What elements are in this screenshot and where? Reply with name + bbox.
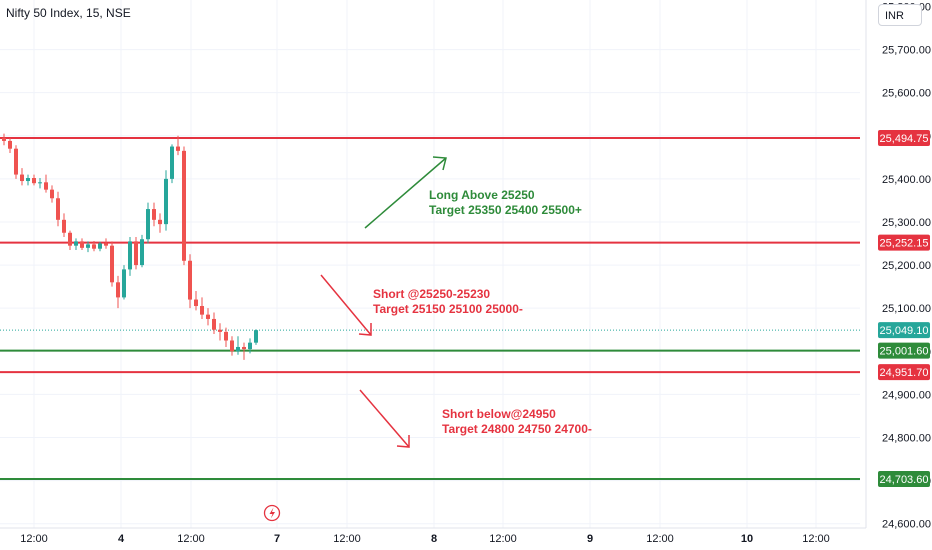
candle-body xyxy=(50,189,54,199)
candle-body xyxy=(194,299,198,307)
y-tick-label: 25,600.00 xyxy=(882,88,931,100)
level-price-badge xyxy=(878,234,930,251)
candle-body xyxy=(62,219,66,233)
candle-body xyxy=(14,148,18,175)
y-tick-label: 25,700.00 xyxy=(882,45,931,57)
candle-body xyxy=(164,178,168,225)
candle-body xyxy=(212,318,216,330)
last-price-badge xyxy=(878,322,930,339)
candle-body xyxy=(20,174,24,182)
x-tick-label: 12:00 xyxy=(646,533,674,545)
candle-body xyxy=(146,209,150,240)
candle-body xyxy=(158,219,162,225)
short-arrow-2-head xyxy=(396,435,410,448)
long-arrow-head xyxy=(432,156,447,171)
long-annotation-line1: Long Above 25250 xyxy=(429,188,535,202)
x-tick-label: 12:00 xyxy=(20,533,48,545)
symbol-title: Nifty 50 Index, 15, NSE xyxy=(6,6,131,20)
candle-body xyxy=(68,232,72,246)
x-tick-label: 10 xyxy=(741,533,753,545)
candle-body xyxy=(86,244,90,248)
price-labels: 25,494.75 25,252.15 25,001.60 24,951.70 24,7… xyxy=(878,130,930,488)
currency-selector[interactable]: INR xyxy=(878,4,922,26)
candlestick-series xyxy=(2,133,258,360)
candle-body xyxy=(188,260,192,300)
short-annotation-1-line2: Target 25150 25100 25000- xyxy=(373,302,523,316)
candle-body xyxy=(104,243,108,246)
short-arrow-1 xyxy=(320,274,372,336)
x-tick-label: 12:00 xyxy=(802,533,830,545)
x-tick-label: 4 xyxy=(118,533,125,545)
candle-body xyxy=(74,241,78,246)
y-tick-label: 24,600.00 xyxy=(882,519,931,531)
last-price-label: 25,049.10 xyxy=(880,325,929,337)
y-tick-label: 25,200.00 xyxy=(882,260,931,272)
candle-body xyxy=(26,178,30,182)
time-axis[interactable]: 12:00 4 12:00 7 12:00 8 12:00 9 12:00 10 12:00 xyxy=(20,533,830,545)
short-arrow-1-head xyxy=(358,323,372,336)
level-price-badge xyxy=(878,471,930,488)
short-annotation-2-line2: Target 24800 24750 24700- xyxy=(442,422,592,436)
candle-body xyxy=(230,340,234,352)
x-tick-label: 12:00 xyxy=(489,533,517,545)
dividends-icon[interactable] xyxy=(263,504,281,522)
candle-body xyxy=(56,198,60,220)
candle-body xyxy=(122,269,126,298)
level-price-label: 24,951.70 xyxy=(880,367,929,379)
y-tick-label: 24,900.00 xyxy=(882,389,931,401)
level-price-label: 25,252.15 xyxy=(880,238,929,250)
candle-body xyxy=(80,241,84,248)
candle-body xyxy=(128,241,132,270)
short-arrow-2 xyxy=(359,389,410,448)
level-price-badge xyxy=(878,342,930,359)
x-tick-label: 7 xyxy=(274,533,280,545)
long-annotation: Long Above 25250 Target 25350 25400 2550… xyxy=(429,188,582,218)
x-tick-label: 12:00 xyxy=(333,533,361,545)
short-annotation-2-line1: Short below@24950 xyxy=(442,407,556,421)
level-price-label: 24,703.60 xyxy=(880,474,929,486)
candle-body xyxy=(248,342,252,350)
candle-body xyxy=(38,182,42,184)
candle-body xyxy=(140,239,144,266)
level-price-badge xyxy=(878,130,930,147)
long-arrow xyxy=(364,157,447,229)
candle-body xyxy=(182,150,186,261)
candle-body xyxy=(116,282,120,298)
y-tick-label: 25,400.00 xyxy=(882,174,931,186)
short-annotation-1: Short @25250-25230 Target 25150 25100 25… xyxy=(373,287,523,317)
candle-body xyxy=(44,182,48,190)
candle-body xyxy=(152,209,156,220)
candle-body xyxy=(170,146,174,179)
long-annotation-line2: Target 25350 25400 25500+ xyxy=(429,203,582,217)
y-tick-label: 25,300.00 xyxy=(882,217,931,229)
candle-body xyxy=(134,241,138,266)
y-tick-label: 24,800.00 xyxy=(882,432,931,444)
x-tick-label: 12:00 xyxy=(177,533,205,545)
candle-body xyxy=(2,137,6,141)
level-price-label: 25,494.75 xyxy=(880,133,929,145)
price-axis[interactable]: 25,700.0025,600.0025,500.0025,400.0025,3… xyxy=(882,1,931,530)
candle-body xyxy=(224,331,228,341)
candle-body xyxy=(236,346,240,352)
candle-body xyxy=(98,243,102,249)
short-annotation-1-line1: Short @25250-25230 xyxy=(373,287,491,301)
candle-body xyxy=(242,346,246,350)
candle-body xyxy=(206,314,210,319)
x-tick-label: 9 xyxy=(587,533,593,545)
candle-body xyxy=(92,244,96,249)
level-price-label: 25,001.60 xyxy=(880,346,929,358)
candle-body xyxy=(254,330,258,343)
level-price-badge xyxy=(878,364,930,381)
candle-body xyxy=(8,140,12,149)
candle-body xyxy=(110,245,114,283)
candle-body xyxy=(218,329,222,332)
candle-body xyxy=(200,306,204,315)
trend-arrows xyxy=(320,156,447,448)
x-tick-label: 8 xyxy=(431,533,437,545)
short-annotation-2: Short below@24950 Target 24800 24750 247… xyxy=(442,407,592,437)
y-tick-label: 25,100.00 xyxy=(882,303,931,315)
candle-body xyxy=(32,178,36,184)
candle-body xyxy=(176,146,180,151)
